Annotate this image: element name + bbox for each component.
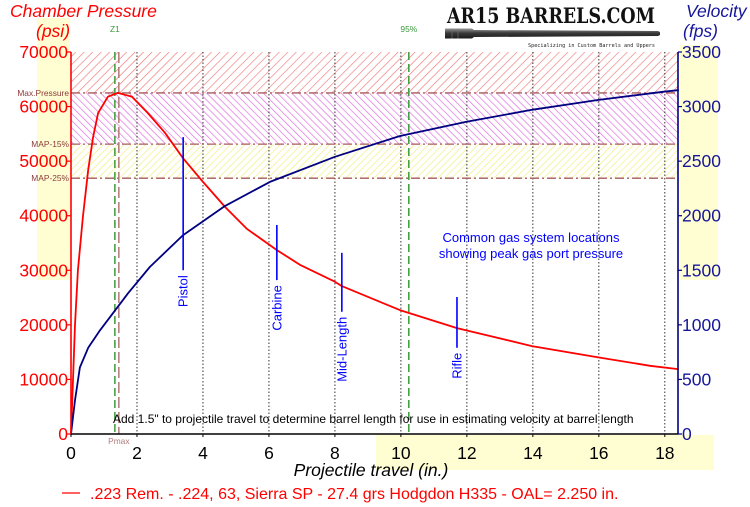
right-tick-label: 0: [682, 424, 692, 444]
left-tick-label: 30000: [19, 260, 68, 280]
left-axis-title-line-2: (psi): [36, 21, 70, 41]
marker-label-pmax: Pmax: [108, 436, 130, 446]
x-tick-label: 6: [264, 443, 274, 463]
reference-label-map-25: MAP-25%: [31, 173, 69, 183]
x-tick-label: 12: [457, 443, 476, 463]
x-axis-title: Projectile travel (in.): [294, 460, 449, 480]
annotations: Common gas system locations showing peak…: [113, 230, 634, 426]
axes: 0100002000030000400005000060000700000500…: [19, 42, 721, 463]
right-axis-title-line-1: Velocity: [686, 1, 748, 21]
right-tick-label: 2000: [682, 206, 721, 226]
reference-lines: Max.Pressure MAP-15% MAP-25%: [17, 88, 678, 183]
gas-port-label-pistol: Pistol: [176, 275, 191, 307]
x-tick-label: 18: [655, 443, 674, 463]
left-tick-label: 0: [58, 424, 68, 444]
left-tick-label: 50000: [19, 151, 68, 171]
right-axis-title-line-2: (fps): [683, 21, 718, 41]
right-tick-label: 3000: [682, 97, 721, 117]
right-tick-label: 500: [682, 369, 711, 389]
legend-entry: .223 Rem. - .224, 63, Sierra SP - 27.4 g…: [90, 486, 618, 503]
x-tick-label: 16: [589, 443, 608, 463]
right-tick-label: 3500: [682, 42, 721, 62]
band-over-max-pressure: [71, 52, 678, 93]
x-tick-label: 14: [523, 443, 543, 463]
legend: .223 Rem. - .224, 63, Sierra SP - 27.4 g…: [62, 486, 618, 503]
gas-note-line-1: Common gas system locations: [442, 230, 620, 245]
pressure-bands: [71, 52, 678, 179]
x-tick-label: 0: [66, 443, 76, 463]
left-tick-label: 60000: [19, 97, 68, 117]
left-axis-highlight: [37, 18, 70, 280]
reference-label-map-15: MAP-15%: [31, 139, 69, 149]
logo: AR15 BARRELS.COM Specializing in Custom …: [440, 0, 668, 50]
logo-tagline: Specializing in Custom Barrels and Upper…: [528, 43, 655, 49]
x-tick-label: 10: [391, 443, 411, 463]
gas-port-label-rifle: Rifle: [449, 353, 464, 379]
marker-label-z1: Z1: [110, 24, 120, 34]
left-tick-label: 20000: [19, 315, 68, 335]
velocity-curve: [70, 89, 679, 435]
right-tick-label: 1000: [682, 315, 721, 335]
gas-note-line-2: showing peak gas port pressure: [439, 246, 623, 261]
band-map-15-to-map-25: [71, 144, 678, 179]
x-tick-label: 4: [198, 443, 208, 463]
gas-port-markers: Pistol Carbine Mid-Length Rifle: [176, 137, 464, 382]
axis-highlight-strips: [37, 18, 718, 470]
vertical-markers: Z1 Pmax 95%: [108, 24, 418, 446]
logo-title: AR15 BARRELS.COM: [446, 3, 655, 28]
left-tick-label: 10000: [19, 369, 68, 389]
x-tick-label: 2: [132, 443, 142, 463]
right-tick-label: 1500: [682, 260, 721, 280]
x-axis-highlight: [376, 435, 714, 470]
right-tick-label: 2500: [682, 151, 721, 171]
left-tick-label: 40000: [19, 206, 68, 226]
logo-background: [440, 0, 668, 50]
barrel-image: [445, 28, 660, 39]
gas-port-label-mid-length: Mid-Length: [334, 317, 349, 382]
axis-titles: Chamber Pressure (psi) Velocity (fps) Pr…: [10, 1, 748, 480]
reference-label-max-pressure: Max.Pressure: [17, 88, 69, 98]
barrel-length-note: Add 1.5" to projectile travel to determi…: [113, 412, 634, 426]
gas-port-label-carbine: Carbine: [269, 285, 284, 331]
right-axis-highlight: [680, 45, 718, 280]
left-axis-title-line-1: Chamber Pressure: [10, 1, 157, 21]
x-tick-label: 8: [330, 443, 340, 463]
marker-label-95: 95%: [400, 24, 417, 34]
x-gridlines: [136, 52, 666, 434]
band-max-to-map-15: [71, 92, 678, 145]
left-tick-label: 70000: [19, 42, 68, 62]
